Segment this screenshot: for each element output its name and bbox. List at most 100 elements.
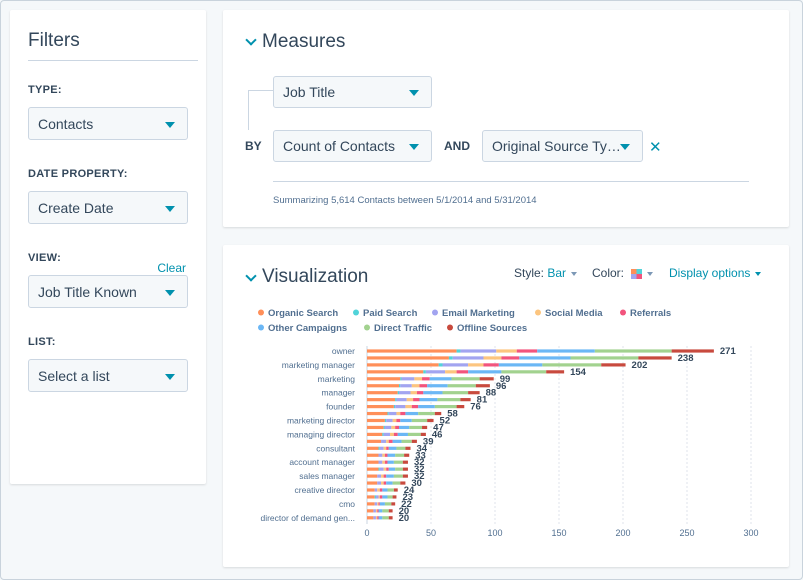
y-category-label: cmo — [339, 499, 355, 509]
bar-segment — [387, 460, 394, 464]
bar-segment — [373, 509, 376, 513]
measures-panel: Measures Job Title BY Count of Contacts … — [223, 10, 789, 227]
bar-segment — [396, 446, 406, 450]
bar-total-label: 154 — [570, 367, 587, 378]
bar-segment — [393, 474, 403, 478]
bar-segment — [419, 398, 438, 402]
bar-segment — [377, 509, 379, 513]
bar-segment — [382, 488, 388, 492]
bar-total-label: 81 — [477, 395, 488, 406]
bar-segment — [442, 363, 469, 367]
bar-segment — [378, 509, 383, 513]
primary-dimension-dropdown[interactable]: Job Title — [273, 76, 432, 108]
display-options-link[interactable]: Display options — [669, 266, 751, 280]
legend-marker — [447, 324, 453, 331]
style-value[interactable]: Bar — [547, 266, 567, 280]
view-value: Job Title Known — [38, 283, 137, 300]
bar-segment — [416, 391, 424, 395]
bar-total-label: 33 — [415, 450, 426, 461]
bar-segment — [386, 467, 389, 471]
bar-total-label: 88 — [486, 388, 497, 399]
bar-segment — [392, 495, 397, 499]
x-tick-label: 200 — [615, 528, 630, 538]
primary-dimension-value: Job Title — [283, 84, 336, 100]
y-category-label: marketing director — [287, 416, 355, 426]
bar-segment — [367, 418, 385, 423]
bar-segment — [425, 370, 446, 374]
bar-segment — [367, 425, 384, 430]
bar-segment — [382, 453, 385, 457]
bar-segment — [367, 509, 374, 513]
chevron-down-icon — [409, 144, 419, 150]
bar-segment — [367, 467, 379, 471]
bar-segment — [379, 446, 384, 450]
bar-segment — [396, 418, 401, 423]
bar-segment — [367, 377, 401, 381]
summary-text: Summarizing 5,614 Contacts between 5/1/2… — [273, 195, 537, 206]
display-options-control[interactable]: Display options — [669, 266, 762, 280]
bar-total-label: 32 — [414, 464, 425, 475]
date-property-dropdown[interactable]: Create Date — [28, 191, 188, 224]
legend-label: Paid Search — [363, 308, 418, 319]
bar-segment — [475, 384, 490, 388]
bar-segment — [387, 488, 394, 492]
bar-segment — [501, 370, 547, 374]
bar-segment — [367, 363, 439, 367]
view-dropdown[interactable]: Job Title Known — [28, 275, 188, 308]
remove-breakdown-icon[interactable]: ✕ — [649, 139, 662, 156]
bar-segment — [392, 418, 397, 423]
color-label: Color: — [592, 266, 625, 280]
bar-segment — [367, 495, 375, 499]
chevron-down-icon — [165, 121, 175, 128]
bar-segment — [397, 432, 408, 436]
chevron-down-icon[interactable] — [245, 34, 257, 46]
and-keyword: AND — [444, 139, 470, 153]
view-clear-link[interactable]: Clear — [157, 261, 186, 275]
bar-total-label: 23 — [402, 492, 413, 503]
bar-total-label: 20 — [399, 506, 410, 517]
filters-title: Filters — [28, 30, 80, 51]
bar-segment — [367, 460, 379, 464]
chevron-down-icon — [165, 205, 175, 212]
bar-segment — [378, 467, 380, 471]
measure-dropdown[interactable]: Count of Contacts — [273, 130, 432, 162]
bar-segment — [451, 377, 480, 381]
bar-segment — [373, 516, 376, 520]
style-label: Style: — [514, 266, 545, 280]
bar-segment — [388, 467, 396, 471]
y-category-label: founder — [326, 402, 355, 412]
bar-segment — [388, 516, 393, 520]
filters-panel: Filters TYPE: Contacts DATE PROPERTY: Cr… — [10, 10, 206, 484]
bar-segment — [388, 509, 393, 513]
style-control[interactable]: Style: Bar — [514, 266, 578, 280]
bar-segment — [423, 370, 426, 374]
bar-segment — [367, 516, 374, 520]
list-dropdown[interactable]: Select a list — [28, 359, 188, 392]
color-control[interactable]: Color: — [592, 266, 654, 280]
bar-total-label: 58 — [447, 409, 458, 420]
chevron-down-icon — [620, 144, 630, 150]
type-label: TYPE: — [28, 84, 62, 96]
x-tick-label: 300 — [743, 528, 758, 538]
type-dropdown[interactable]: Contacts — [28, 107, 188, 140]
bar-segment — [392, 481, 401, 485]
bar-segment — [379, 488, 383, 492]
measures-title: Measures — [262, 31, 346, 52]
bar-segment — [383, 481, 387, 485]
bar-segment — [422, 425, 428, 430]
bar-segment — [434, 411, 442, 416]
bar-segment — [400, 384, 412, 388]
bar-segment — [460, 398, 471, 402]
legend-marker — [432, 309, 438, 316]
bar-total-label: 238 — [678, 353, 694, 364]
breakdown-dropdown[interactable]: Original Source Ty… — [482, 130, 643, 162]
bar-segment — [395, 467, 403, 471]
filters-divider — [28, 60, 198, 61]
bar-total-label: 46 — [432, 429, 443, 440]
bar-segment — [411, 418, 428, 423]
color-palette-icon[interactable] — [631, 268, 643, 279]
bar-segment — [375, 509, 378, 513]
x-tick-label: 50 — [426, 528, 436, 538]
bar-segment — [367, 405, 394, 409]
chevron-down-icon — [409, 90, 419, 96]
